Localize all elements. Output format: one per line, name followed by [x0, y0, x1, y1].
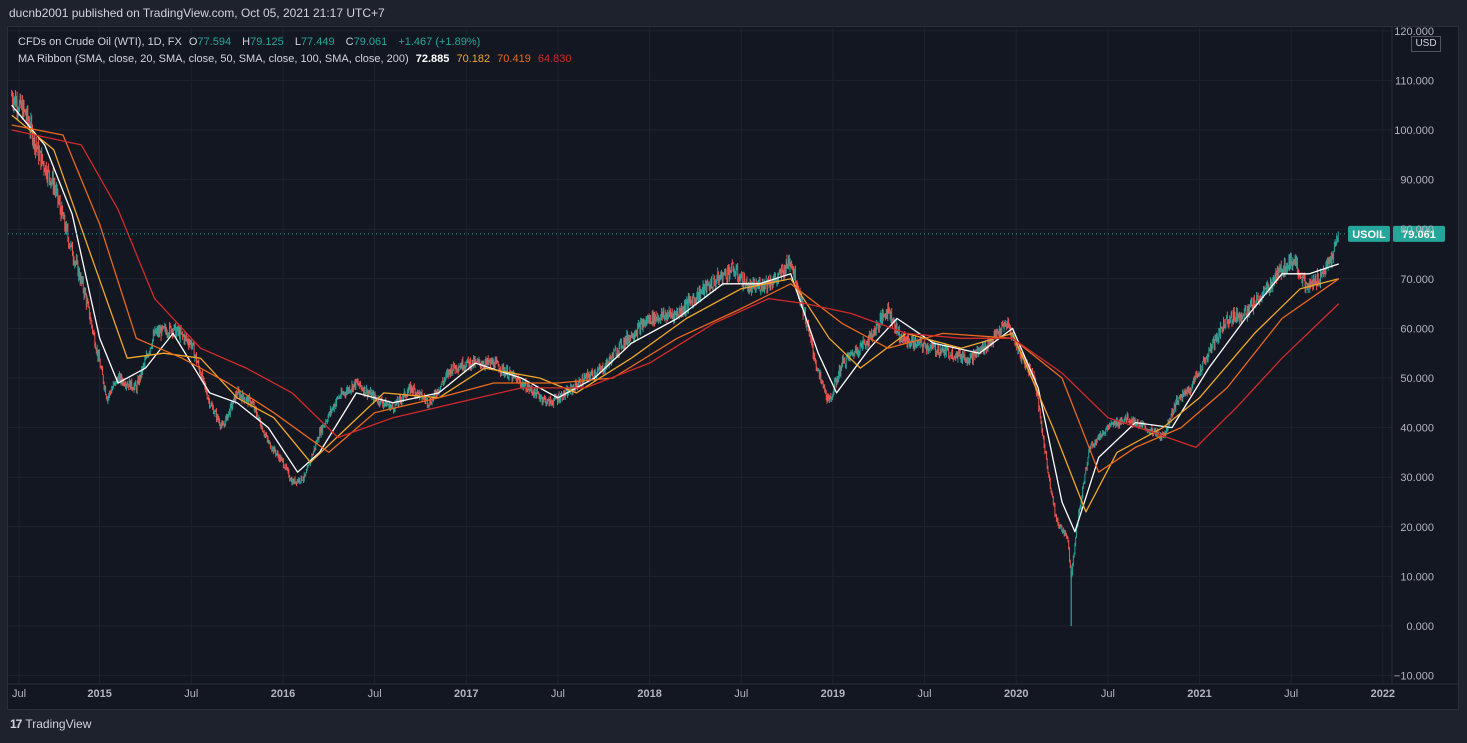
time-tick-label: 2019: [821, 688, 845, 700]
currency-label[interactable]: USD: [1411, 36, 1441, 52]
price-tick-label: 20.000: [1400, 522, 1434, 534]
time-tick-label: Jul: [368, 688, 382, 700]
ma-line-sma50: [11, 114, 1339, 513]
low-value: 77.449: [300, 36, 335, 48]
chart-panel[interactable]: [7, 26, 1459, 710]
price-tick-label: 70.000: [1400, 274, 1434, 286]
time-tick-label: 2017: [454, 688, 478, 700]
time-tick-label: Jul: [1101, 688, 1115, 700]
time-tick-label: 2015: [87, 688, 111, 700]
ma100-value: 70.419: [497, 53, 531, 65]
price-tick-label: 110.000: [1395, 75, 1434, 87]
price-tick-label: 90.000: [1400, 175, 1434, 187]
time-tick-label: Jul: [734, 688, 748, 700]
price-tick-label: 10.000: [1400, 571, 1434, 583]
time-tick-label: 2020: [1004, 688, 1028, 700]
time-tick-label: Jul: [1284, 688, 1298, 700]
ma20-value: 72.885: [415, 53, 450, 65]
ma-line-sma200: [11, 129, 1340, 449]
open-label: O: [188, 36, 198, 48]
price-tick-label: −10.000: [1394, 671, 1434, 683]
time-tick-label: 2021: [1187, 688, 1211, 700]
tradingview-logo[interactable]: 17 TradingView: [10, 717, 91, 731]
time-axis: Jul 2015 Jul 2016 Jul 2017 Jul 2018 Jul 2019 Jul 20…: [8, 683, 1459, 700]
price-tick-label: 30.000: [1400, 472, 1434, 484]
last-price-line: USOIL 79.061: [8, 225, 1445, 242]
ma50-value: 70.182: [456, 53, 491, 65]
time-tick-label: 2018: [637, 688, 661, 700]
time-tick-label: Jul: [184, 688, 198, 700]
published-info: ducnb2001 published on TradingView.com, …: [9, 6, 385, 20]
price-axis: 120.000 110.000 100.000 90.000 80.000 70.000 6…: [1391, 26, 1434, 684]
price-tick-label: 60.000: [1400, 323, 1434, 335]
symbol-title[interactable]: CFDs on Crude Oil (WTI), 1D, FX: [18, 36, 182, 48]
time-tick-label: 2016: [271, 688, 295, 700]
close-label: C: [345, 36, 354, 48]
footer: [0, 710, 1467, 743]
price-tick-label: 100.000: [1394, 125, 1434, 137]
time-tick-label: Jul: [12, 688, 26, 700]
ma-legend: MA Ribbon (SMA, close, 20, SMA, close, 5…: [18, 53, 576, 65]
ma-line-sma20: [11, 104, 1340, 533]
publish-bar: ducnb2001 published on TradingView.com, …: [0, 0, 1467, 26]
last-price-label: 79.061: [1402, 229, 1436, 241]
ma-title[interactable]: MA Ribbon (SMA, close, 20, SMA, close, 5…: [18, 53, 409, 65]
high-value: 79.125: [250, 36, 284, 48]
price-tick-label: 120.000: [1394, 26, 1434, 38]
price-tick-label: 80.000: [1400, 224, 1434, 236]
close-value: 79.061: [353, 36, 388, 48]
time-tick-label: Jul: [551, 688, 565, 700]
symbol-tag: [1348, 225, 1390, 242]
ma-ribbon: [11, 104, 1340, 533]
candles: [11, 89, 1339, 626]
change-value: +1.467 (+1.89%): [398, 36, 481, 48]
high-label: H: [242, 36, 251, 48]
time-tick-label: 2022: [1371, 688, 1395, 700]
price-tick-label: 50.000: [1400, 373, 1434, 385]
ma200-value: 64.830: [537, 53, 572, 65]
price-tick-label: 0.000: [1406, 621, 1434, 633]
ma-line-sma100: [11, 124, 1340, 473]
brand-name: TradingView: [25, 717, 92, 731]
price-tick-label: 40.000: [1400, 423, 1434, 435]
time-tick-label: Jul: [918, 688, 932, 700]
low-label: L: [294, 36, 301, 48]
symbol-tag-label: USOIL: [1352, 229, 1386, 241]
grid-lines: [8, 28, 1392, 684]
open-value: 77.594: [197, 36, 232, 48]
symbol-legend: CFDs on Crude Oil (WTI), 1D, FX O77.594 …: [18, 36, 484, 48]
tradingview-logo-icon: 17: [10, 717, 22, 731]
last-price-tag: [1393, 225, 1445, 242]
